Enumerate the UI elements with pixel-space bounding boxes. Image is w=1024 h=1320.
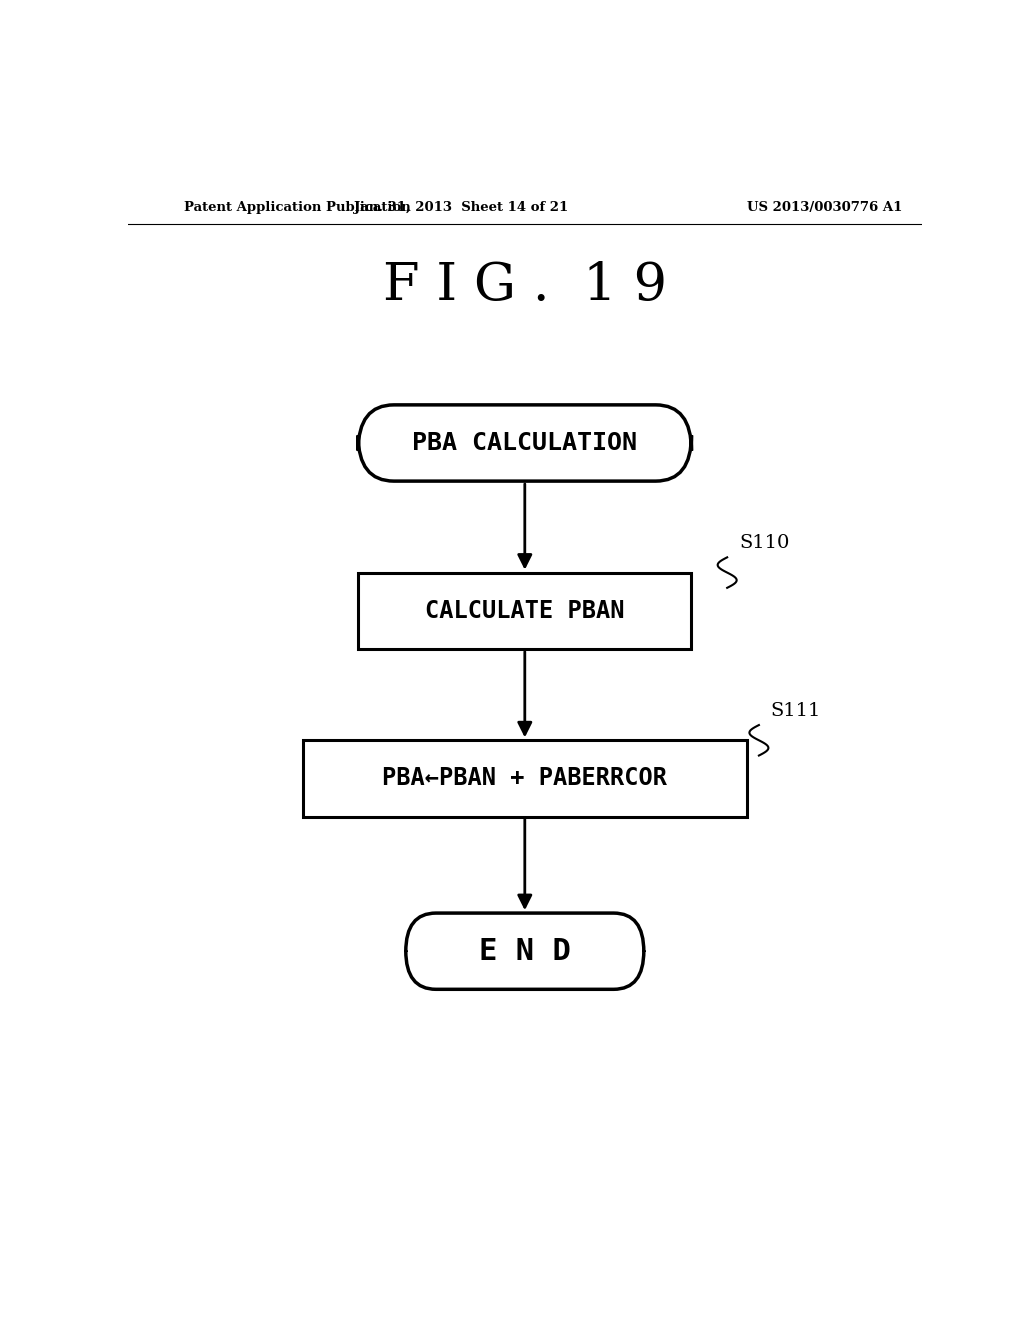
- Text: S110: S110: [739, 535, 790, 552]
- Text: Patent Application Publication: Patent Application Publication: [183, 201, 411, 214]
- Bar: [358, 573, 691, 649]
- Text: PBA←PBAN + PABERRCOR: PBA←PBAN + PABERRCOR: [382, 767, 668, 791]
- Text: US 2013/0030776 A1: US 2013/0030776 A1: [748, 201, 902, 214]
- FancyBboxPatch shape: [406, 913, 644, 989]
- Bar: [303, 741, 748, 817]
- Text: F I G .  1 9: F I G . 1 9: [383, 260, 667, 312]
- Text: PBA CALCULATION: PBA CALCULATION: [413, 432, 637, 455]
- Text: Jan. 31, 2013  Sheet 14 of 21: Jan. 31, 2013 Sheet 14 of 21: [354, 201, 568, 214]
- Text: E N D: E N D: [479, 937, 570, 966]
- FancyBboxPatch shape: [358, 405, 691, 480]
- Text: CALCULATE PBAN: CALCULATE PBAN: [425, 599, 625, 623]
- Text: S111: S111: [771, 702, 821, 719]
